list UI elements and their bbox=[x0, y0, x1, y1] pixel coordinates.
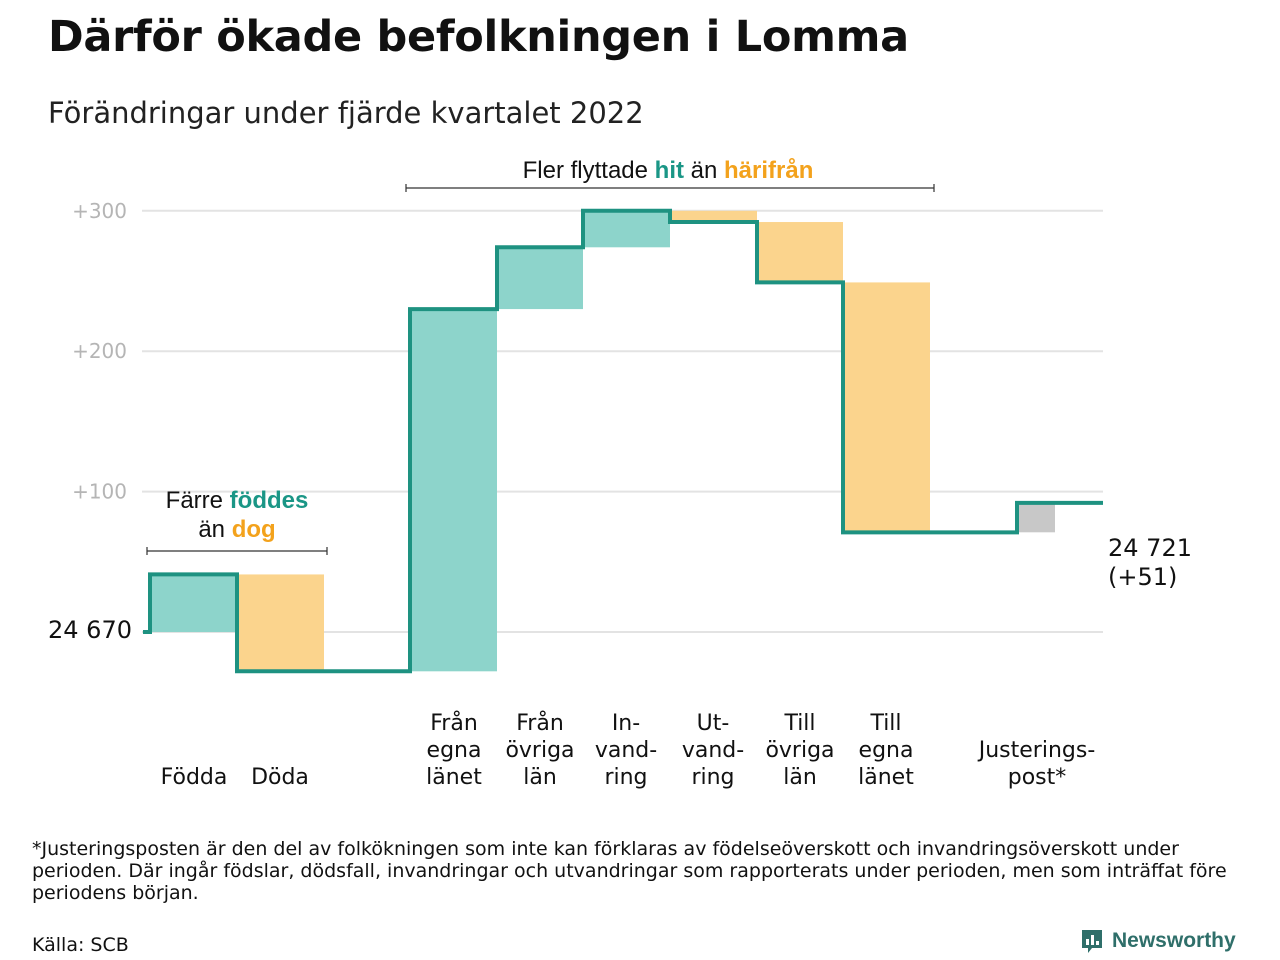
cumulative-step-line bbox=[143, 208, 1103, 674]
bar-positive bbox=[410, 309, 497, 672]
migration-annotation: Fler flyttade hit än härifrån bbox=[523, 157, 814, 184]
source-label: Källa: SCB bbox=[32, 934, 129, 956]
bar-negative bbox=[670, 210, 757, 223]
y-tick-label: +100 bbox=[72, 480, 127, 504]
bar-adjustment bbox=[1017, 502, 1055, 533]
category-label: In-vand-ring bbox=[595, 711, 657, 790]
chart-title: Därför ökade befolkningen i Lomma bbox=[48, 12, 909, 62]
newsworthy-logo: Newsworthy bbox=[1080, 928, 1236, 954]
category-label: Från övriga län bbox=[505, 710, 574, 790]
y-tick-label: +300 bbox=[72, 199, 127, 223]
brand-name: Newsworthy bbox=[1112, 929, 1236, 952]
bar-positive bbox=[150, 574, 237, 632]
births-annotation-line2: än dog bbox=[198, 516, 275, 543]
start-value-label: 24 670 bbox=[48, 616, 132, 644]
category-label: Till övriga län bbox=[765, 711, 834, 790]
bar-positive bbox=[497, 247, 583, 310]
bar-negative bbox=[843, 282, 930, 533]
chart-subtitle: Förändringar under fjärde kvartalet 2022 bbox=[48, 96, 644, 130]
bar-negative bbox=[757, 222, 843, 283]
bar-chart-icon bbox=[1082, 930, 1102, 953]
category-label: Födda bbox=[161, 765, 228, 790]
category-label: Från egna länet bbox=[426, 710, 482, 790]
category-label: Ut-vand-ring bbox=[682, 711, 744, 790]
end-value-label: 24 721 bbox=[1108, 534, 1192, 562]
bar-negative bbox=[237, 574, 324, 672]
end-change-label: (+51) bbox=[1108, 563, 1177, 591]
footnote: *Justeringsposten är den del av folkökni… bbox=[32, 838, 1227, 904]
y-tick-label: +200 bbox=[72, 339, 127, 363]
bar-positive bbox=[583, 210, 670, 248]
waterfall-chart: +100 +200 +300 Födda Döda Från egna länet Från öv… bbox=[48, 157, 1192, 790]
category-label: Döda bbox=[251, 765, 309, 790]
births-annotation-line1: Färre föddes bbox=[166, 487, 309, 514]
category-label: Till egna länet bbox=[858, 711, 914, 790]
category-label: Justerings-post* bbox=[977, 738, 1096, 790]
